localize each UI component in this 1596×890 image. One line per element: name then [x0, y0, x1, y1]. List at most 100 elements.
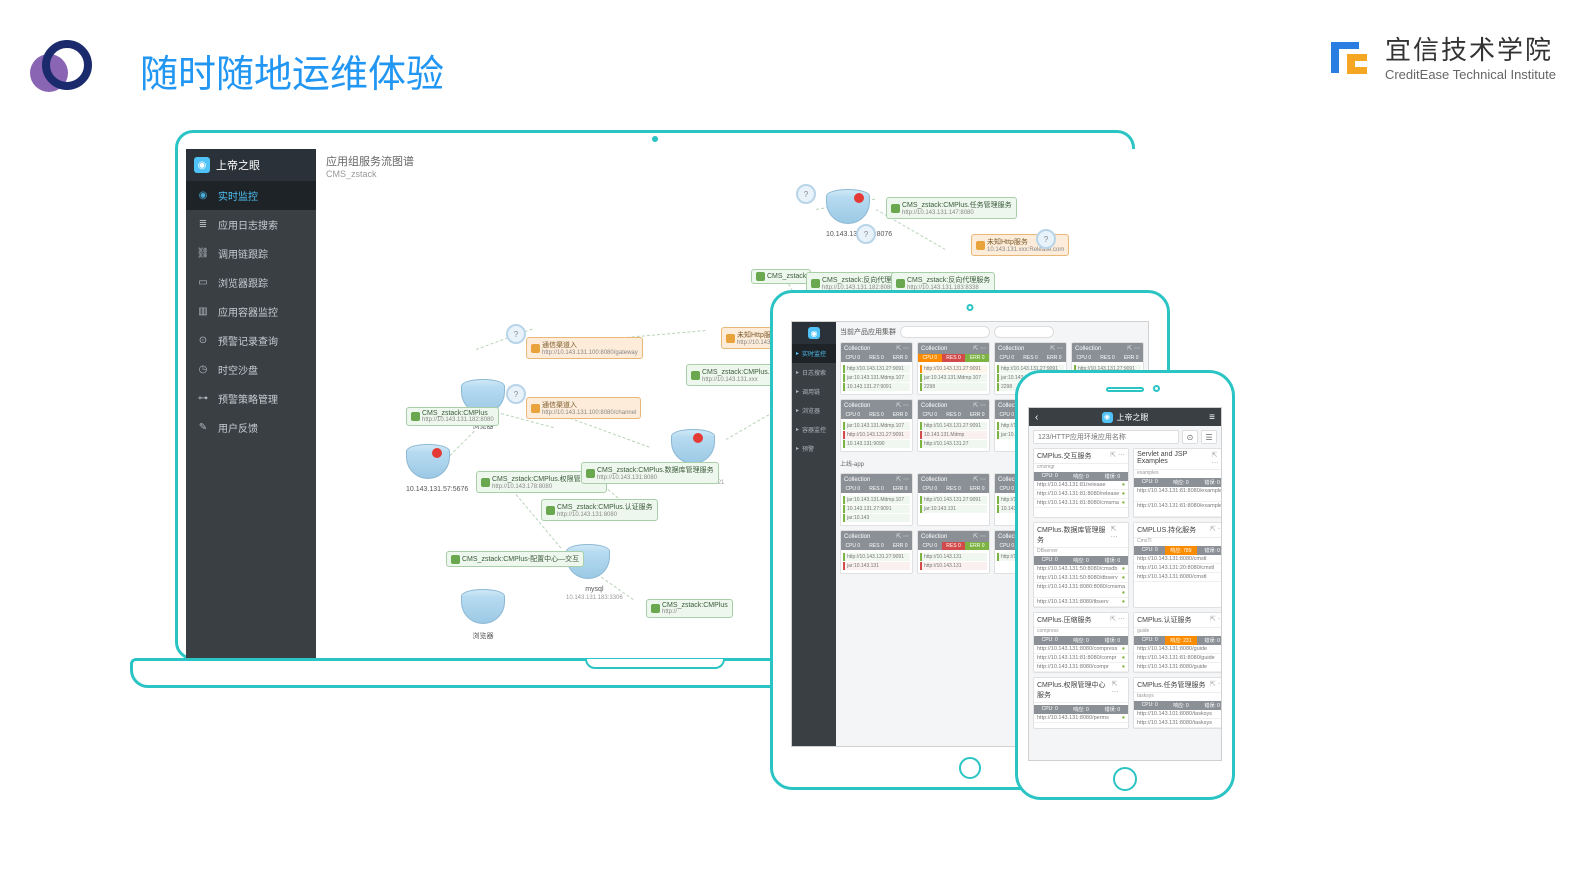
card-header: Collection⇱ ⋯ [841, 474, 912, 485]
card-row: http://10.143.131:8080/compress● [1034, 645, 1128, 654]
card-header: Collection⇱ ⋯ [995, 343, 1066, 354]
card-row: http://10.143.131:81/release● [1034, 481, 1128, 490]
tablet-nav-item-5[interactable]: ▸预警 [792, 439, 836, 458]
sidebar-item-5[interactable]: ⊙预警记录查询 [186, 326, 316, 355]
sidebar-item-4[interactable]: ▥应用容器监控 [186, 297, 316, 326]
share-icon[interactable]: ⇱ ⋯ [1050, 345, 1063, 352]
phone-home-button[interactable] [1113, 767, 1137, 791]
app-card[interactable]: Collection⇱ ⋯CPU 0RES 0ERR 0jar:10.143.1… [840, 473, 913, 526]
share-icon[interactable]: ⇱ ⋯ [896, 402, 909, 409]
share-icon[interactable]: ⇱ ⋯ [1111, 525, 1125, 545]
card-header: Collection⇱ ⋯ [841, 531, 912, 542]
sidebar-item-6[interactable]: ◷时空沙盘 [186, 355, 316, 384]
tablet-home-button[interactable] [959, 757, 981, 779]
share-icon[interactable]: ⇱ ⋯ [1212, 451, 1222, 467]
tablet-sidebar-header[interactable]: ◉ [792, 322, 836, 344]
app-card[interactable]: Collection⇱ ⋯CPU 0RES 0ERR 0http://10.14… [840, 342, 913, 395]
tablet-nav-item-3[interactable]: ▸浏览器 [792, 401, 836, 420]
brand-block: 宜信技术学院 CreditEase Technical Institute [1325, 30, 1556, 82]
topology-service-node[interactable]: CMS_zstack:CMPlushttp:// [646, 599, 733, 618]
app-card[interactable]: Collection⇱ ⋯CPU 0RES 0ERR 0http://10.14… [917, 342, 990, 395]
topology-db-node[interactable]: 10.143.131.57:5676 [406, 444, 468, 493]
share-icon[interactable]: ⇱ ⋯ [1210, 525, 1221, 535]
share-icon[interactable]: ⇱ ⋯ [973, 402, 986, 409]
sidebar-item-7[interactable]: ⊶预警策略管理 [186, 384, 316, 413]
topology-service-node[interactable]: 通信渠道入http://10.143.131.100:8080/gateway [526, 337, 643, 359]
app-card[interactable]: CMPlus.任务管理服务⇱ ⋯tasksysCPU: 0响应: 0错误: 0h… [1133, 677, 1221, 729]
card-row: 10.143.131.27:9091 [843, 505, 910, 513]
card-header: CMPlus.交互服务⇱ ⋯ [1034, 449, 1128, 464]
share-icon[interactable]: ⇱ ⋯ [1210, 680, 1221, 690]
service-icon [691, 371, 700, 380]
topology-service-node[interactable]: CMS_zstack:CMPlushttp://10.143.131.182:8… [406, 407, 499, 426]
app-card[interactable]: Collection⇱ ⋯CPU 0RES 0ERR 0http://10.14… [917, 530, 990, 574]
phone-search-input[interactable] [1033, 430, 1179, 444]
sidebar-item-1[interactable]: ≣应用日志搜索 [186, 210, 316, 239]
sidebar-item-8[interactable]: ✎用户反馈 [186, 413, 316, 442]
tablet-nav-item-1[interactable]: ▸日志搜索 [792, 363, 836, 382]
topology-service-node[interactable]: CMS_zstack [751, 269, 811, 284]
card-row: http://10.143.131:8080/cmstl● [1134, 573, 1221, 582]
card-row: http://10.143.131.27 [920, 440, 987, 448]
topology-endpoint-node[interactable]: ? [506, 384, 526, 404]
topology-service-node[interactable]: CMS_zstack:CMPlus-配置中心—交互 [446, 551, 584, 567]
share-icon[interactable]: ⇱ ⋯ [896, 345, 909, 352]
topology-service-node[interactable]: CMS_zstack:CMPlus.数据库管理服务http://10.143.1… [581, 462, 719, 484]
share-icon[interactable]: ⇱ ⋯ [1110, 451, 1125, 461]
tablet-nav-item-4[interactable]: ▸容器监控 [792, 420, 836, 439]
node-label: mysql [566, 586, 623, 593]
tablet-camera-icon [967, 304, 974, 311]
topology-endpoint-node[interactable]: ? [506, 324, 526, 344]
app-card[interactable]: CMPlus.认证服务⇱ ⋯guideCPU: 0响应: 231错误: 0htt… [1133, 612, 1221, 673]
nav-label: 容器监控 [802, 425, 826, 434]
share-icon[interactable]: ⇱ ⋯ [1110, 615, 1125, 625]
search-icon[interactable]: ⊙ [1182, 430, 1198, 444]
share-icon[interactable]: ⇱ ⋯ [973, 476, 986, 483]
card-row: jar:10.143.131.Mdmp.107 [843, 496, 910, 504]
topology-service-node[interactable]: CMS_zstack:CMPlus.任务管理服务http://10.143.13… [886, 197, 1017, 219]
topology-service-node[interactable]: CMS_zstack:CMPlus.认证服务http://10.143.131:… [541, 499, 658, 521]
topology-endpoint-node[interactable]: ? [1036, 229, 1056, 249]
tablet-search-input[interactable] [900, 326, 990, 338]
app-card[interactable]: Collection⇱ ⋯CPU 0RES 0ERR 0jar:10.143.1… [840, 399, 913, 452]
card-row: http://10.143.131:81:8080/examples● [1134, 487, 1221, 502]
back-icon[interactable]: ‹ [1035, 412, 1038, 423]
app-card[interactable]: CMPlus.数据库管理服务⇱ ⋯DBserverCPU: 0响应: 0错误: … [1033, 522, 1129, 608]
filter-icon[interactable]: ☰ [1201, 430, 1217, 444]
tree-icon: ⊶ [196, 392, 210, 406]
tablet-filter-input[interactable] [994, 326, 1054, 338]
share-icon[interactable]: ⇱ ⋯ [973, 345, 986, 352]
sidebar-item-0[interactable]: ◉实时监控 [186, 181, 316, 210]
topology-endpoint-node[interactable]: ? [856, 224, 876, 244]
card-row: http://10.143.131:81:8080/examples● [1134, 502, 1221, 517]
app-card[interactable]: CMPlus.权限管理中心服务⇱ ⋯CPU: 0响应: 0错误: 0http:/… [1033, 677, 1129, 729]
share-icon[interactable]: ⇱ ⋯ [896, 533, 909, 540]
app-card[interactable]: Collection⇱ ⋯CPU 0RES 0ERR 0http://10.14… [917, 399, 990, 452]
share-icon[interactable]: ⇱ ⋯ [1210, 615, 1221, 625]
share-icon[interactable]: ⇱ ⋯ [1112, 680, 1125, 700]
card-row: http://10.143.131:81:8080/guide● [1134, 654, 1221, 663]
tablet-nav-item-2[interactable]: ▸调用链 [792, 382, 836, 401]
topology-service-node[interactable]: 通信渠道入http://10.143.131.100:8080/channel [526, 397, 641, 419]
topology-endpoint-node[interactable]: ? [796, 184, 816, 204]
sidebar-item-3[interactable]: ▭浏览器跟踪 [186, 268, 316, 297]
topology-db-node[interactable]: 浏览器 [461, 589, 505, 641]
app-card[interactable]: Collection⇱ ⋯CPU 0RES 0ERR 0http://10.14… [917, 473, 990, 526]
tablet-nav-item-0[interactable]: ▸实时监控 [792, 344, 836, 363]
sidebar-header[interactable]: ◉ 上帝之眼 [186, 149, 316, 181]
app-sidebar: ◉ 上帝之眼 ◉实时监控≣应用日志搜索⛓调用链跟踪▭浏览器跟踪▥应用容器监控⊙预… [186, 149, 316, 659]
app-card[interactable]: CMPlus.交互服务⇱ ⋯cmsmgrCPU: 0响应: 0错误: 0http… [1033, 448, 1129, 518]
page-title: 随时随地运维体验 [140, 43, 444, 98]
app-card[interactable]: CMPLUS.持化服务⇱ ⋯CmsTlCPU: 0响应: 789错误: 0htt… [1133, 522, 1221, 608]
app-card[interactable]: Servlet and JSP Examples⇱ ⋯examplesCPU: … [1133, 448, 1221, 518]
share-icon[interactable]: ⇱ ⋯ [973, 533, 986, 540]
card-row: http://10.143.131.27:9091 [920, 496, 987, 504]
menu-icon[interactable]: ≡ [1209, 412, 1215, 423]
app-card[interactable]: CMPlus.压缩服务⇱ ⋯compressCPU: 0响应: 0错误: 0ht… [1033, 612, 1129, 673]
service-icon [811, 279, 820, 288]
card-row: http://10.143.131.27:9091 [920, 422, 987, 430]
share-icon[interactable]: ⇱ ⋯ [1127, 345, 1140, 352]
share-icon[interactable]: ⇱ ⋯ [896, 476, 909, 483]
app-card[interactable]: Collection⇱ ⋯CPU 0RES 0ERR 0http://10.14… [840, 530, 913, 574]
sidebar-item-2[interactable]: ⛓调用链跟踪 [186, 239, 316, 268]
